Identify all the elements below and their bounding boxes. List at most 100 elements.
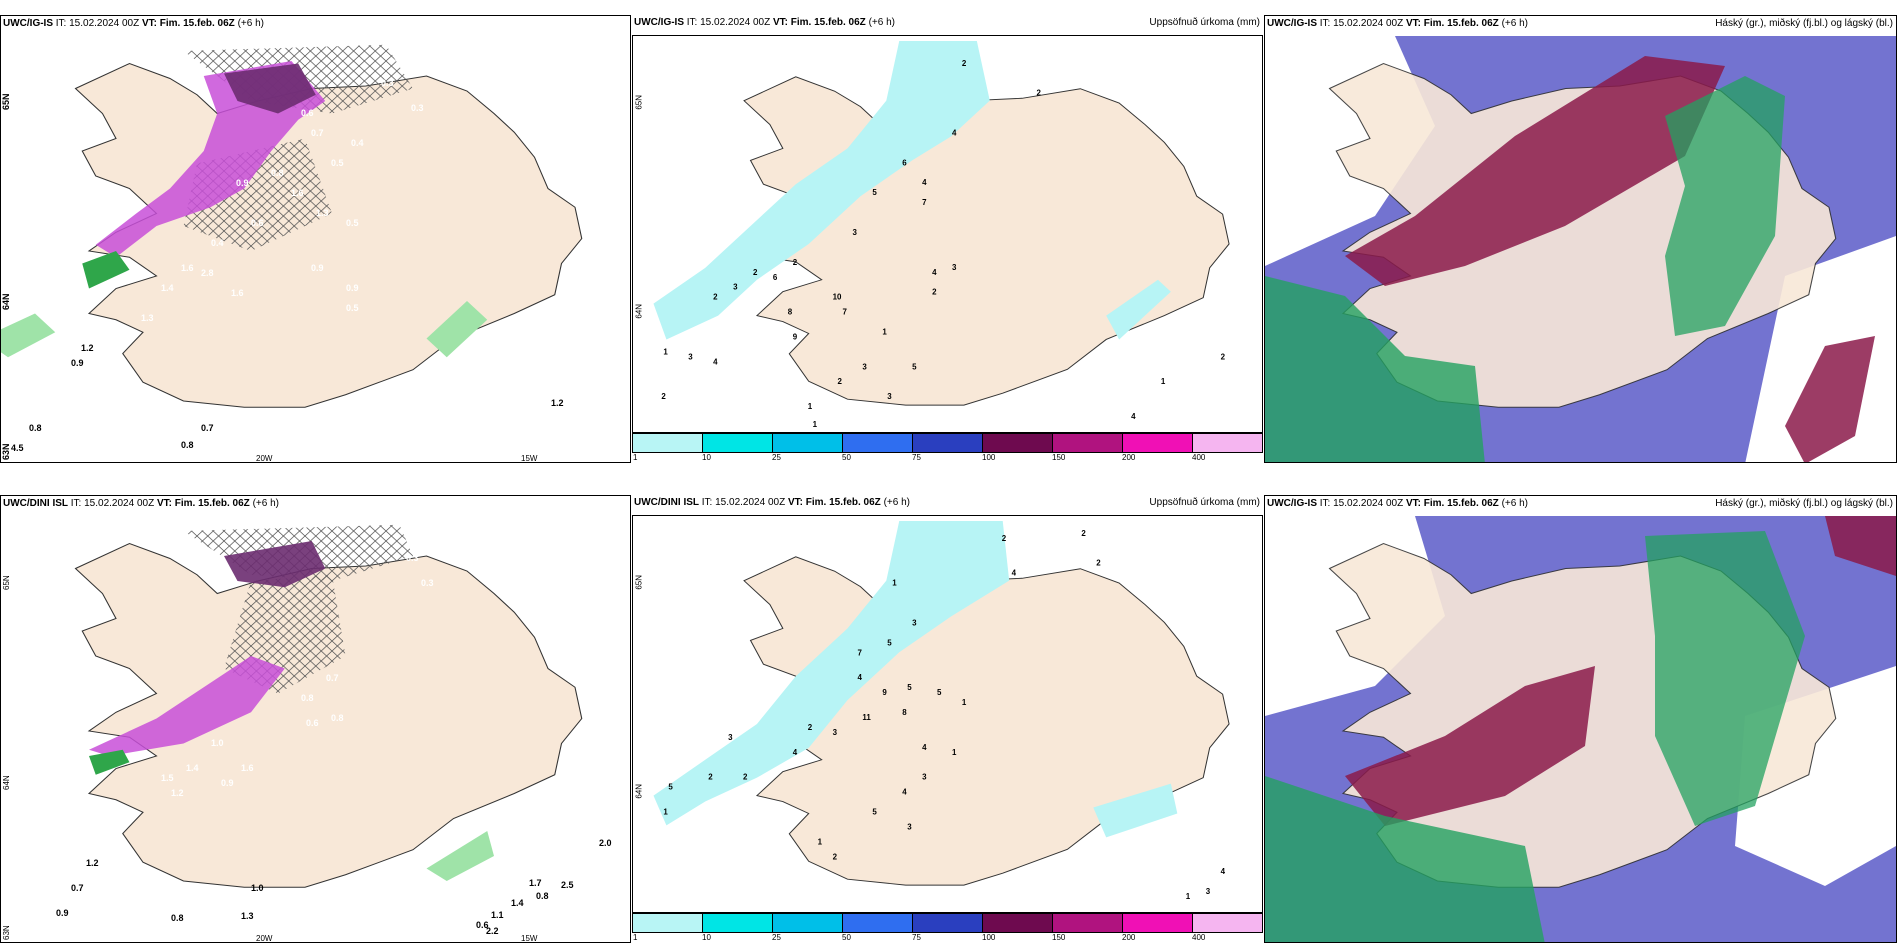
value-label: 0.9 <box>56 908 69 918</box>
value-label: 0.7 <box>326 673 339 683</box>
colorbar-tick: 100 <box>982 453 996 462</box>
value-label: 8 <box>902 708 907 717</box>
value-label: 3 <box>733 283 738 292</box>
colorbar-swatch <box>773 434 843 452</box>
value-label: 5 <box>907 683 912 692</box>
panel-header: UWC/DINI ISL IT: 15.02.2024 00Z VT: Fim.… <box>3 498 279 509</box>
value-label: 0.9 <box>71 358 84 368</box>
panel-title: Háský (gr.), miðský (fj.bl.) og lágský (… <box>1715 498 1893 509</box>
value-label: 0.4 <box>211 238 224 248</box>
value-label: 1.6 <box>291 188 304 198</box>
value-label: 1.6 <box>181 263 194 273</box>
colorbar-tick: 75 <box>912 933 921 942</box>
value-label: 0.8 <box>181 440 194 450</box>
panel-header: UWC/IG-IS IT: 15.02.2024 00Z VT: Fim. 15… <box>1267 498 1528 509</box>
lat-label: 65N <box>1 93 11 110</box>
value-label: 1.2 <box>81 343 94 353</box>
colorbar <box>632 913 1263 933</box>
value-label: 4 <box>932 268 937 277</box>
value-label: 5 <box>912 362 917 371</box>
value-label: 2 <box>1081 529 1086 538</box>
value-label: 2 <box>932 288 937 297</box>
colorbar-tick: 200 <box>1122 933 1136 942</box>
colorbar-ticks: 1 10 25 50 75 100 150 200 400 <box>632 453 1263 463</box>
value-label: 1.6 <box>231 288 244 298</box>
value-label: 1.3 <box>241 911 254 921</box>
value-label: 0.4 <box>351 138 364 148</box>
value-label: 0.5 <box>346 218 359 228</box>
colorbar-tick: 400 <box>1192 933 1206 942</box>
value-label: 1.0 <box>251 883 264 893</box>
value-label: 8 <box>788 308 793 317</box>
colorbar-tick: 10 <box>702 933 711 942</box>
value-label: 0.3 <box>411 103 424 113</box>
value-label: 3 <box>688 352 693 361</box>
value-label: 1.1 <box>491 910 504 920</box>
colorbar-tick: 25 <box>772 453 781 462</box>
value-label: 0.3 <box>406 553 419 563</box>
colorbar-tick: 400 <box>1192 453 1206 462</box>
value-label: 11 <box>862 713 871 722</box>
panel-header: UWC/IG-IS IT: 15.02.2024 00Z VT: Fim. 15… <box>1267 18 1528 29</box>
colorbar-swatch <box>633 434 703 452</box>
colorbar-swatch <box>843 434 913 452</box>
panel-title: Háský (gr.), miðský (fj.bl.) og lágský (… <box>1715 18 1893 29</box>
value-label: 2 <box>1002 534 1007 543</box>
value-label: 0.8 <box>271 168 284 178</box>
value-label: 0.5 <box>346 303 359 313</box>
panel-dini-accumulated-precip: UWC/DINI ISL IT: 15.02.2024 00Z VT: Fim.… <box>632 495 1263 943</box>
value-label: 3 <box>922 773 927 782</box>
colorbar-tick: 50 <box>842 453 851 462</box>
map-ig-clouds <box>1265 36 1896 462</box>
value-label: 10 <box>833 293 842 302</box>
value-label: 5 <box>887 638 892 647</box>
lat-label: 65N <box>2 575 11 590</box>
value-label: 3 <box>1206 887 1211 896</box>
value-label: 7 <box>922 198 927 207</box>
value-label: 1.2 <box>86 858 99 868</box>
value-label: 1 <box>1161 377 1166 386</box>
value-label: 2 <box>793 258 798 267</box>
value-label: 4 <box>922 743 927 752</box>
value-label: 0.8 <box>536 891 549 901</box>
lat-label: 65N <box>635 575 644 590</box>
value-label: 1.2 <box>171 788 184 798</box>
map-dini-accumulated-precip: 65N 64N 2 2 2 4 1 3 7 5 4 9 5 11 8 3 2 4… <box>632 515 1263 913</box>
value-label: 0.6 <box>306 718 319 728</box>
colorbar-tick: 50 <box>842 933 851 942</box>
value-label: 0.5 <box>331 158 344 168</box>
colorbar-tick: 200 <box>1122 453 1136 462</box>
value-label: 5 <box>668 783 673 792</box>
panel-dini-precip-rate: UWC/DINI ISL IT: 15.02.2024 00Z VT: Fim.… <box>0 495 631 943</box>
value-label: 4 <box>1131 412 1136 421</box>
value-label: 0.8 <box>29 423 42 433</box>
value-label: 5 <box>937 688 942 697</box>
panel-ig-clouds: UWC/IG-IS IT: 15.02.2024 00Z VT: Fim. 15… <box>1264 15 1897 463</box>
value-label: 0.8 <box>171 913 184 923</box>
value-label: 2 <box>1037 89 1042 98</box>
colorbar <box>632 433 1263 453</box>
colorbar-swatch <box>1193 914 1262 932</box>
value-label: 1.4 <box>511 898 524 908</box>
value-label: 2.8 <box>201 268 214 278</box>
lon-label: 15W <box>521 934 538 943</box>
value-label: 3 <box>728 733 733 742</box>
panel-ig-precip-rate: UWC/IG-IS IT: 15.02.2024 00Z VT: Fim. 15… <box>0 15 631 463</box>
value-label: 1.4 <box>186 763 199 773</box>
value-label: 3 <box>862 362 867 371</box>
colorbar-swatch <box>773 914 843 932</box>
map-dini-precip-rate: 65N 64N 63N 20W 15W 0.3 0.4 0.3 0.7 0.8 … <box>2 524 612 943</box>
value-label: 1.6 <box>241 763 254 773</box>
panel-ig-accumulated-precip: UWC/IG-IS IT: 15.02.2024 00Z VT: Fim. 15… <box>632 15 1263 463</box>
value-label: 0.3 <box>381 78 394 88</box>
value-label: 9 <box>882 688 887 697</box>
panel-title: Uppsöfnuð úrkoma (mm) <box>1149 497 1260 508</box>
colorbar-swatch <box>913 914 983 932</box>
value-label: 1.4 <box>161 283 174 293</box>
lat-label: 65N <box>635 95 644 110</box>
value-label: 1 <box>813 420 818 429</box>
lat-label: 64N <box>635 304 644 319</box>
colorbar-swatch <box>843 914 913 932</box>
value-label: 0.4 <box>456 558 469 568</box>
lon-label: 20W <box>256 454 273 463</box>
